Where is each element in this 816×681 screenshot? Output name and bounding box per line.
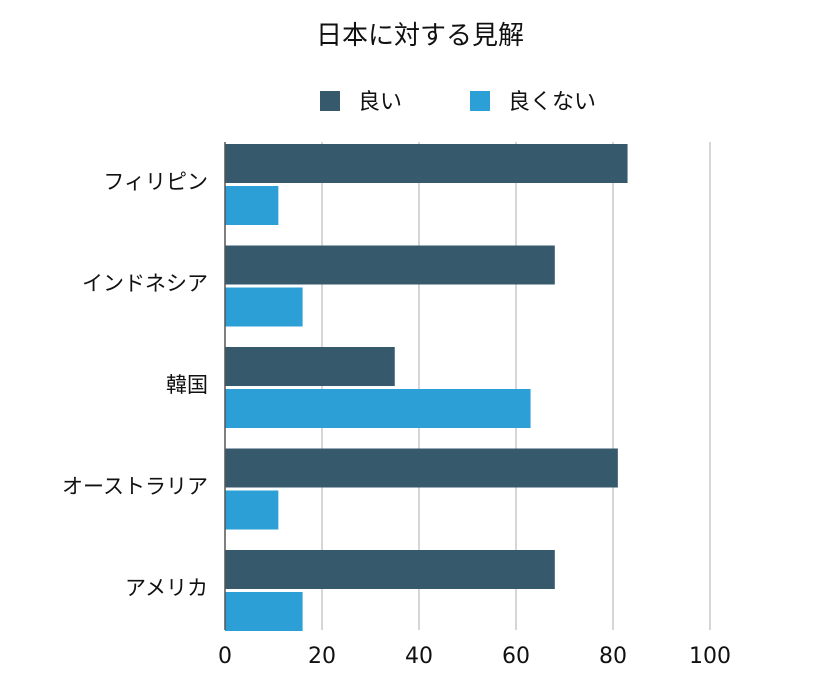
bar-good-1	[225, 245, 555, 285]
legend-swatch-good	[320, 91, 340, 111]
x-tick-label: 20	[308, 644, 336, 669]
category-label: 韓国	[166, 373, 208, 397]
bar-good-4	[225, 550, 555, 589]
x-tick-label: 100	[689, 644, 731, 669]
x-tick-labels: 0 20 40 60 80 100	[218, 644, 731, 669]
x-tick-label: 80	[599, 644, 627, 669]
category-label: フィリピン	[103, 170, 208, 194]
bar-good-3	[225, 448, 618, 488]
legend-swatch-not-good	[470, 91, 490, 111]
chart-title: 日本に対する見解	[316, 21, 524, 51]
legend-label-good: 良い	[358, 90, 402, 115]
bar-not-good-3	[225, 490, 279, 530]
bar-not-good-2	[225, 389, 531, 428]
bar-good-2	[225, 347, 395, 386]
bars	[225, 144, 628, 631]
category-label: オーストラリア	[62, 475, 208, 499]
x-tick-label: 40	[405, 644, 433, 669]
legend-label-not-good: 良くない	[508, 90, 596, 115]
category-label: アメリカ	[125, 576, 208, 600]
bar-not-good-0	[225, 186, 279, 225]
category-label: インドネシア	[82, 272, 208, 296]
x-tick-label: 0	[218, 644, 232, 669]
gridlines	[321, 142, 711, 630]
legend: 良い 良くない	[320, 90, 596, 115]
bar-not-good-4	[225, 592, 303, 631]
x-tick-label: 60	[502, 644, 530, 669]
bar-good-0	[225, 144, 628, 183]
bar-not-good-1	[225, 287, 303, 327]
